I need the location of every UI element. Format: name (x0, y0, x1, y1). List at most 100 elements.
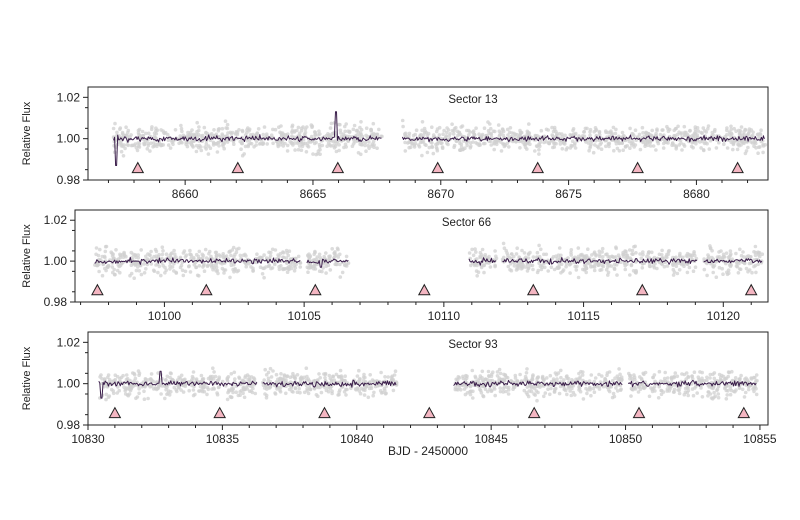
raw-point (761, 144, 766, 148)
raw-point (725, 126, 729, 130)
panel-title: Sector 93 (448, 339, 497, 351)
raw-point (350, 144, 355, 148)
raw-point (655, 266, 659, 271)
raw-point (163, 130, 168, 135)
raw-point (343, 374, 348, 379)
raw-point (260, 272, 265, 276)
raw-point (179, 126, 184, 131)
raw-point (193, 392, 197, 397)
raw-point (640, 382, 645, 387)
raw-point (255, 252, 259, 256)
raw-point (134, 146, 139, 150)
raw-point (656, 396, 661, 400)
raw-point (619, 379, 623, 383)
raw-point (317, 142, 322, 147)
raw-point (686, 374, 690, 379)
raw-point (250, 384, 254, 389)
raw-point (244, 261, 248, 266)
raw-point (226, 131, 230, 135)
raw-point (487, 374, 491, 378)
raw-point (527, 139, 531, 143)
raw-point (501, 387, 506, 391)
raw-point (293, 374, 297, 379)
raw-point (506, 264, 511, 269)
raw-point (634, 251, 638, 255)
raw-point (122, 250, 126, 255)
raw-point (569, 253, 573, 257)
raw-point (559, 368, 563, 373)
raw-point (118, 141, 123, 145)
raw-point (508, 255, 512, 260)
raw-point (148, 149, 152, 153)
raw-point (305, 265, 310, 270)
raw-point (478, 254, 482, 259)
raw-point (142, 271, 147, 275)
raw-point (169, 255, 173, 260)
raw-point (685, 254, 690, 259)
binned-flux-line (94, 256, 763, 268)
raw-point (457, 376, 462, 380)
raw-point (315, 255, 320, 259)
transit-marker (417, 283, 431, 296)
raw-point (657, 252, 662, 257)
raw-point (319, 390, 324, 395)
raw-point (234, 390, 238, 395)
raw-point (695, 391, 699, 395)
raw-point (507, 145, 511, 149)
raw-point (710, 255, 714, 260)
raw-point (598, 380, 603, 384)
raw-point (337, 392, 341, 397)
raw-point (468, 141, 473, 145)
raw-point (629, 141, 634, 145)
raw-point (369, 129, 374, 133)
raw-point (554, 141, 558, 146)
raw-point (300, 144, 305, 148)
x-axis: 8660 8665 8670 8675 8680 (107, 180, 749, 201)
raw-point (118, 263, 123, 268)
raw-point (494, 254, 498, 259)
raw-point (420, 153, 424, 158)
raw-point (612, 255, 616, 259)
raw-point (603, 377, 607, 382)
raw-point (175, 378, 180, 382)
raw-point (238, 253, 243, 258)
raw-point (615, 258, 620, 262)
raw-point (220, 379, 225, 384)
raw-point (195, 273, 200, 278)
raw-point (149, 141, 153, 145)
raw-point (450, 122, 454, 126)
raw-point (262, 386, 267, 390)
raw-point (336, 247, 340, 252)
raw-point (667, 248, 671, 253)
raw-point (223, 255, 227, 259)
raw-point (488, 378, 493, 383)
raw-point (625, 144, 629, 148)
raw-point (426, 131, 431, 136)
raw-point (286, 266, 291, 271)
raw-point (527, 122, 531, 126)
raw-point (497, 134, 502, 138)
raw-point (694, 256, 699, 261)
raw-point (497, 367, 502, 372)
raw-point (197, 389, 202, 393)
raw-point (159, 392, 163, 396)
raw-point (735, 264, 740, 269)
raw-point (501, 133, 506, 138)
raw-point (752, 389, 756, 394)
raw-point (328, 386, 333, 391)
raw-point (685, 270, 690, 275)
raw-point (673, 371, 678, 375)
raw-point (576, 246, 581, 250)
x-tick-label: 10100 (148, 309, 182, 323)
raw-point (588, 133, 592, 138)
raw-point (204, 131, 208, 135)
raw-point (424, 143, 428, 147)
raw-point (146, 131, 151, 136)
raw-point (181, 273, 186, 278)
raw-point (719, 249, 723, 253)
raw-point (100, 377, 104, 381)
raw-point (242, 386, 246, 391)
raw-point (441, 132, 445, 136)
raw-point (304, 150, 309, 154)
raw-point (700, 139, 705, 144)
